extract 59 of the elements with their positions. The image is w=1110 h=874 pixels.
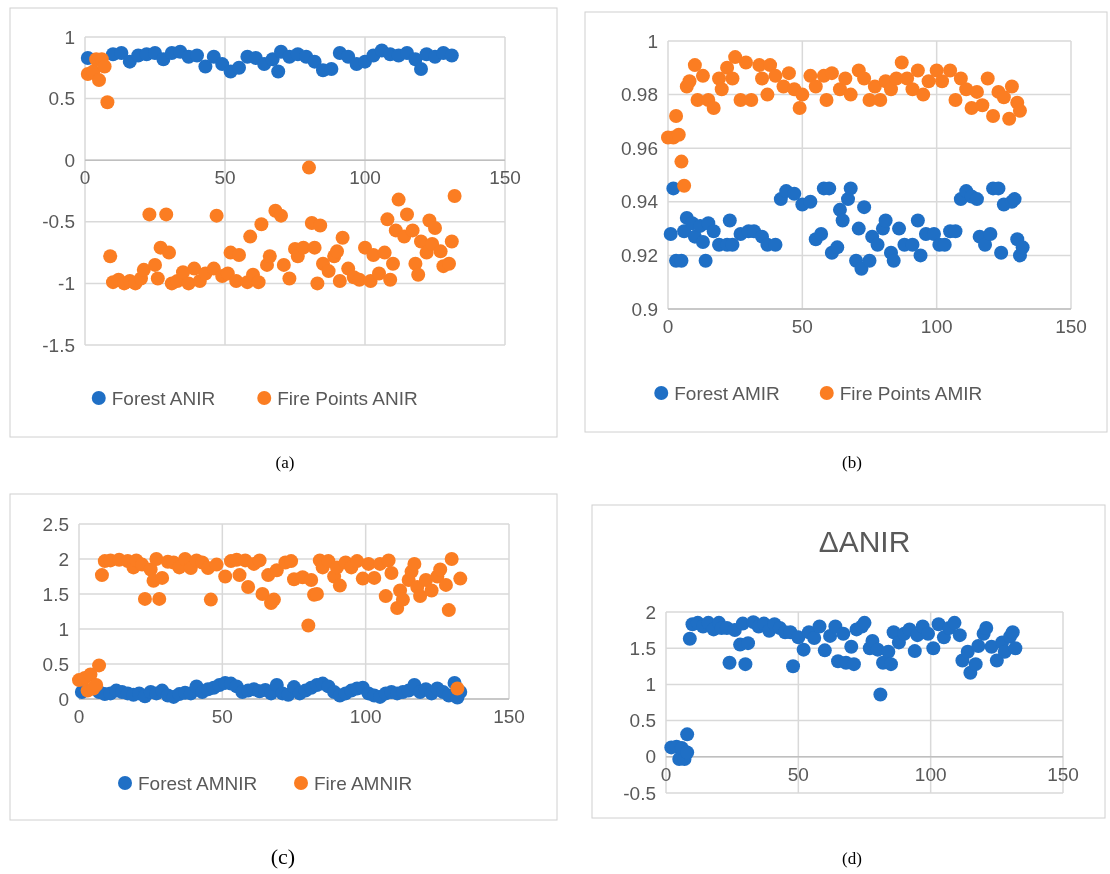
- legend-label: Fire Points ANIR: [277, 387, 418, 409]
- x-tick-label: 100: [920, 316, 953, 337]
- x-tick-label: 100: [914, 763, 947, 785]
- y-tick-label: 0: [58, 688, 69, 710]
- y-tick-label: 0: [645, 746, 656, 768]
- y-tick-label: 0.9: [631, 298, 658, 320]
- text: (b): [842, 453, 862, 472]
- legend-label: Fire AMNIR: [314, 772, 413, 794]
- y-tick-label: 1: [58, 618, 69, 640]
- x-tick-label: 50: [214, 167, 236, 189]
- y-tick-label: 0.5: [42, 653, 69, 675]
- x-tick-label: 50: [211, 706, 233, 727]
- y-tick-label: -1.5: [42, 334, 75, 356]
- y-tick-label: 1.5: [42, 583, 69, 605]
- point: [444, 48, 459, 63]
- x-tick-label: 0: [662, 316, 674, 337]
- y-tick-label: 2.5: [42, 513, 69, 535]
- legend-label: Fire Points AMIR: [839, 382, 983, 404]
- x-tick-label: 150: [1055, 316, 1087, 337]
- y-tick-label: 1.5: [629, 637, 656, 659]
- x-tick-label: 50: [787, 763, 809, 785]
- y-tick-label: 0.5: [48, 88, 75, 110]
- y-tick-label: 0.92: [621, 245, 658, 267]
- chart-title: ΔANIR: [818, 525, 911, 558]
- x-tick-label: 150: [489, 167, 521, 189]
- legend-label: Forest AMIR: [674, 382, 780, 404]
- point: [114, 46, 129, 61]
- point: [198, 59, 213, 74]
- point: [232, 60, 246, 75]
- text: (a): [275, 453, 295, 472]
- text: (c): [270, 844, 296, 869]
- point: [271, 64, 286, 79]
- legend-label: Forest AMNIR: [138, 772, 258, 794]
- y-tick-label: 0.5: [629, 710, 656, 732]
- y-tick-label: 1: [647, 30, 658, 52]
- y-tick-label: 1: [645, 674, 656, 696]
- y-tick-label: 0.98: [621, 84, 658, 106]
- y-tick-label: 2: [645, 601, 656, 623]
- text: (d): [842, 849, 862, 868]
- point: [324, 62, 339, 77]
- y-tick-label: 1: [64, 26, 75, 48]
- x-tick-label: 50: [791, 316, 813, 337]
- y-tick-label: 0.96: [621, 137, 658, 159]
- x-tick-label: 150: [493, 706, 525, 727]
- y-tick-label: 2: [58, 548, 69, 570]
- point: [414, 62, 428, 77]
- y-tick-label: 0: [64, 149, 75, 171]
- legend-label: Forest ANIR: [111, 387, 216, 409]
- x-tick-label: 150: [1047, 763, 1079, 785]
- y-tick-label: -1: [58, 273, 75, 295]
- y-tick-label: -0.5: [42, 211, 75, 233]
- y-tick-label: 0.94: [621, 191, 659, 213]
- x-tick-label: 100: [349, 167, 381, 189]
- point: [190, 48, 204, 63]
- x-tick-label: 100: [349, 706, 382, 727]
- y-tick-label: -0.5: [623, 782, 656, 804]
- point: [215, 57, 230, 72]
- x-tick-label: 0: [79, 167, 91, 189]
- point: [307, 54, 322, 69]
